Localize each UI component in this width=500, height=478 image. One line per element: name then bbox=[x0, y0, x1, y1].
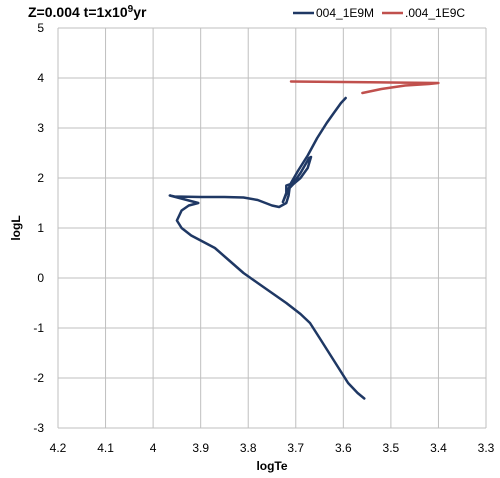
chart-title-suffix: yr bbox=[133, 4, 147, 20]
y-tick-label-1: 1 bbox=[37, 221, 44, 235]
x-tick-label-3-3: 3.3 bbox=[478, 441, 495, 455]
legend-label-004-1e9m: 004_1E9M bbox=[316, 6, 374, 20]
x-tick-label-3-7: 3.7 bbox=[287, 441, 304, 455]
y-tick-label-3: -3 bbox=[33, 421, 44, 435]
x-axis-title: logTe bbox=[256, 459, 287, 473]
chart-title: Z=0.004 t=1x109yr bbox=[28, 4, 147, 20]
y-tick-label-1: -1 bbox=[33, 321, 44, 335]
y-tick-label-2: -2 bbox=[33, 371, 44, 385]
series-line-004-1e9m bbox=[168, 96, 366, 400]
legend: 004_1E9M .004_1E9C bbox=[293, 6, 465, 20]
x-tick-label-3-6: 3.6 bbox=[335, 441, 352, 455]
series-layer bbox=[168, 80, 440, 400]
y-tick-label-4: 4 bbox=[37, 71, 44, 85]
series-line-004-1e9c bbox=[289, 80, 440, 95]
y-tick-label-0: 0 bbox=[37, 271, 44, 285]
x-tick-label-3-5: 3.5 bbox=[383, 441, 400, 455]
chart-title-superscript: 9 bbox=[128, 4, 134, 15]
x-tick-label-3-8: 3.8 bbox=[240, 441, 257, 455]
y-tick-label-3: 3 bbox=[37, 121, 44, 135]
y-tick-label-5: 5 bbox=[37, 21, 44, 35]
x-tick-label-4: 4 bbox=[150, 441, 157, 455]
x-tick-label-3-4: 3.4 bbox=[430, 441, 447, 455]
y-tick-labels: -3 -2 -1 0 1 2 3 4 5 bbox=[33, 21, 44, 435]
y-tick-label-2: 2 bbox=[37, 171, 44, 185]
y-axis-title: logL bbox=[9, 215, 23, 240]
chart-title-prefix: Z=0.004 t=1x10 bbox=[28, 4, 128, 20]
legend-label-004-1e9c: .004_1E9C bbox=[405, 6, 465, 20]
x-tick-label-4-1: 4.1 bbox=[97, 441, 114, 455]
x-tick-labels: 4.2 4.1 4 3.9 3.8 3.7 3.6 3.5 3.4 3.3 bbox=[50, 441, 495, 455]
x-tick-label-3-9: 3.9 bbox=[192, 441, 209, 455]
x-tick-label-4-2: 4.2 bbox=[50, 441, 67, 455]
y-gridlines bbox=[58, 27, 486, 429]
